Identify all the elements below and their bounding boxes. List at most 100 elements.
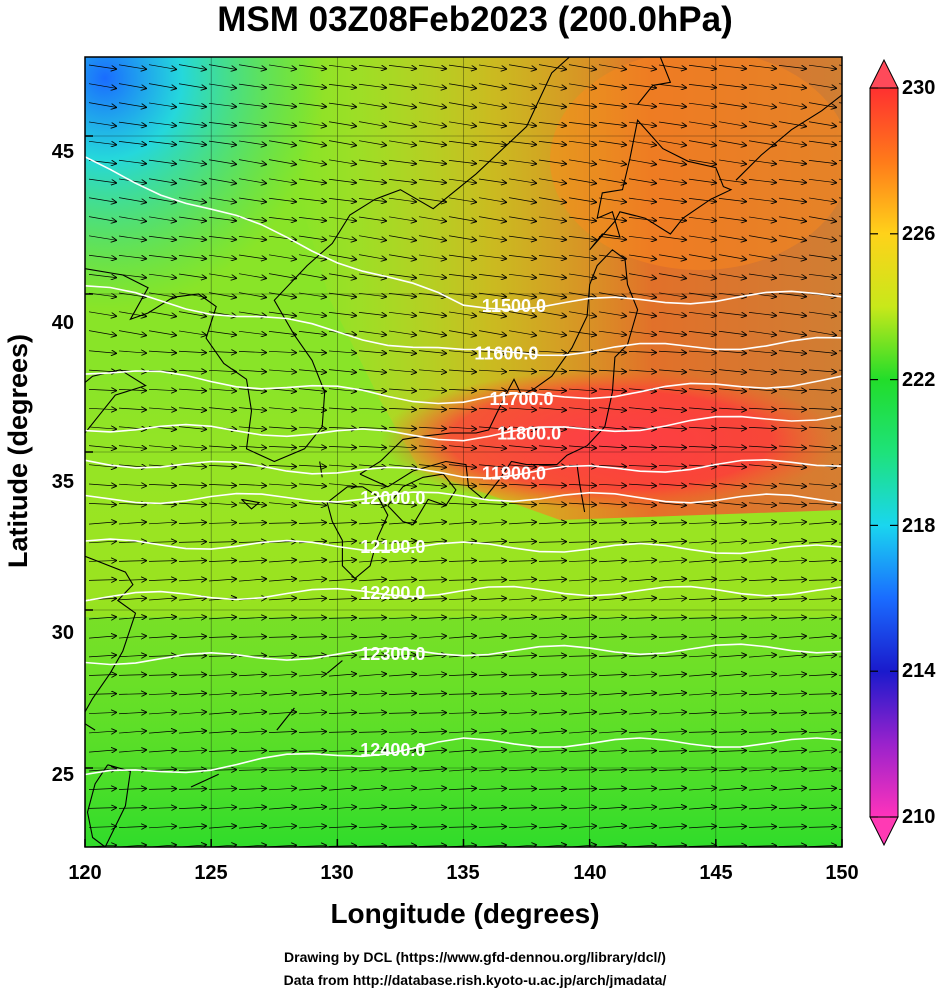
wind-arrow bbox=[448, 446, 476, 449]
wind-arrow bbox=[178, 427, 206, 430]
wind-arrow bbox=[208, 370, 236, 371]
wind-arrow bbox=[808, 311, 836, 316]
wind-arrow bbox=[538, 789, 566, 790]
wind-arrow bbox=[298, 311, 326, 315]
wind-arrow bbox=[688, 807, 716, 809]
wind-arrow bbox=[358, 579, 386, 580]
wind-arrow bbox=[358, 522, 386, 524]
wind-arrow bbox=[418, 713, 446, 714]
wind-arrow bbox=[208, 446, 236, 448]
temperature-field bbox=[85, 57, 842, 847]
wind-arrow bbox=[118, 617, 146, 619]
wind-arrow bbox=[778, 827, 806, 828]
wind-arrow bbox=[778, 408, 806, 409]
wind-arrow bbox=[838, 235, 842, 237]
wind-arrow bbox=[598, 236, 626, 239]
wind-arrow bbox=[598, 788, 626, 789]
wind-arrow bbox=[748, 465, 776, 467]
wind-arrow bbox=[358, 216, 386, 221]
wind-arrow bbox=[658, 103, 686, 106]
wind-arrow bbox=[298, 712, 326, 714]
wind-arrow bbox=[268, 770, 296, 771]
wind-arrow bbox=[388, 370, 416, 373]
wind-arrow bbox=[598, 807, 626, 809]
wind-arrow bbox=[538, 351, 566, 353]
wind-arrow bbox=[538, 503, 566, 504]
wind-arrow bbox=[628, 217, 656, 220]
wind-arrow bbox=[628, 484, 656, 486]
wind-arrow bbox=[448, 731, 476, 733]
wind-arrow bbox=[208, 102, 236, 106]
wind-arrow bbox=[808, 731, 836, 732]
wind-arrow bbox=[448, 580, 476, 581]
wind-arrow bbox=[178, 465, 206, 467]
wind-arrow bbox=[538, 446, 566, 449]
wind-arrow bbox=[478, 675, 506, 676]
y-axis-label: Latitude (degrees) bbox=[3, 333, 33, 569]
wind-arrow bbox=[598, 83, 626, 88]
wind-arrow bbox=[148, 121, 176, 125]
wind-arrow bbox=[478, 235, 506, 240]
wind-arrow bbox=[568, 140, 596, 145]
wind-arrow bbox=[268, 217, 296, 220]
wind-arrow bbox=[88, 178, 116, 183]
wind-arrow bbox=[628, 292, 656, 298]
wind-arrow bbox=[298, 235, 326, 240]
axis-tick-marks bbox=[84, 135, 843, 847]
wind-arrow bbox=[268, 465, 296, 466]
wind-arrow bbox=[238, 807, 266, 809]
wind-arrow bbox=[508, 750, 536, 752]
wind-arrow bbox=[388, 197, 416, 202]
wind-arrow bbox=[508, 541, 536, 542]
wind-arrow bbox=[778, 102, 806, 108]
wind-arrow bbox=[448, 254, 476, 259]
wind-arrow bbox=[208, 178, 236, 184]
wind-arrow bbox=[778, 351, 806, 354]
wind-arrow bbox=[748, 541, 776, 543]
wind-arrow bbox=[148, 542, 176, 543]
wind-arrow bbox=[208, 389, 236, 391]
wind-arrow bbox=[178, 789, 206, 790]
wind-arrow bbox=[118, 465, 146, 467]
wind-arrow bbox=[658, 465, 686, 466]
wind-arrow bbox=[658, 140, 686, 146]
wind-arrow bbox=[418, 788, 446, 790]
wind-arrow bbox=[778, 560, 806, 562]
wind-arrow bbox=[418, 83, 446, 88]
wind-arrow bbox=[118, 64, 146, 69]
wind-arrow bbox=[88, 674, 116, 675]
wind-arrow bbox=[838, 713, 842, 714]
wind-arrow bbox=[268, 331, 296, 334]
wind-arrow bbox=[688, 370, 716, 373]
wind-arrow bbox=[178, 484, 206, 485]
contour-label: 12300.0 bbox=[360, 644, 425, 664]
wind-arrow bbox=[478, 636, 506, 638]
wind-arrow bbox=[688, 235, 716, 240]
wind-arrow bbox=[118, 216, 146, 222]
wind-arrow bbox=[538, 389, 566, 391]
wind-arrow bbox=[838, 618, 842, 620]
wind-arrow bbox=[358, 674, 386, 676]
wind-arrow bbox=[568, 273, 596, 278]
wind-arrow bbox=[328, 254, 356, 260]
wind-arrow bbox=[778, 446, 806, 448]
wind-arrow bbox=[778, 580, 806, 581]
wind-arrow bbox=[568, 292, 596, 298]
wind-arrow bbox=[118, 159, 146, 163]
wind-arrow bbox=[238, 254, 266, 259]
wind-arrow bbox=[628, 731, 656, 732]
wind-arrow bbox=[118, 750, 146, 752]
wind-arrow bbox=[298, 273, 326, 279]
wind-arrow bbox=[508, 216, 536, 222]
wind-arrow bbox=[148, 330, 176, 336]
wind-arrow bbox=[568, 370, 596, 371]
wind-arrow bbox=[358, 750, 386, 751]
wind-arrow bbox=[508, 121, 536, 126]
wind-arrow bbox=[178, 693, 206, 694]
wind-arrow bbox=[598, 122, 626, 125]
wind-arrow bbox=[838, 426, 842, 428]
wind-arrow bbox=[328, 503, 356, 506]
wind-arrow bbox=[178, 656, 206, 657]
wind-arrow bbox=[508, 311, 536, 317]
wind-arrow bbox=[328, 769, 356, 771]
